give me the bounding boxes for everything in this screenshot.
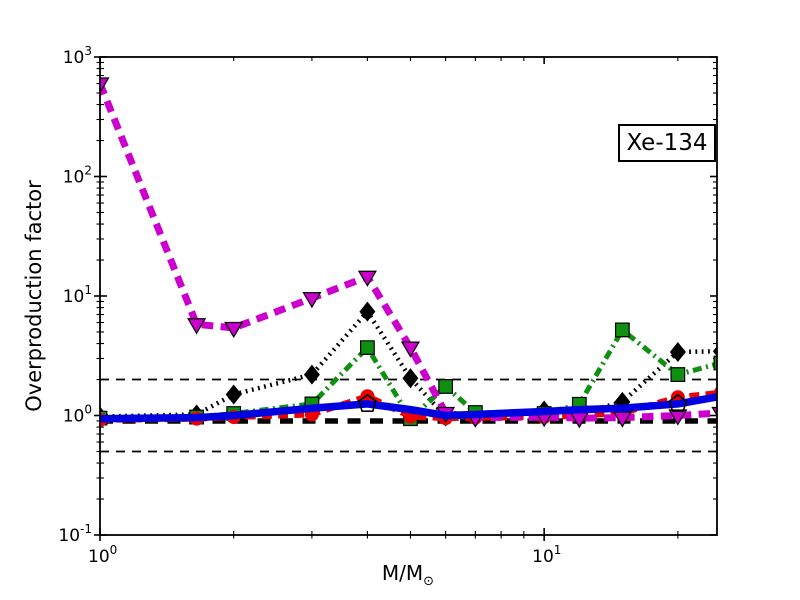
marker-triangle-down	[357, 270, 377, 287]
marker-triangle-down	[302, 292, 322, 309]
marker-diamond	[669, 341, 686, 362]
series-line-blue-solid-pentagons	[100, 393, 717, 423]
marker-triangle-down	[400, 341, 420, 358]
sun-symbol: ⊙	[423, 574, 435, 589]
y-axis-label: Overproduction factor	[22, 180, 46, 412]
y-tick-label: 100	[63, 403, 92, 427]
marker-diamond	[303, 364, 320, 385]
marker-square	[360, 340, 375, 355]
marker-triangle-down	[668, 409, 688, 426]
x-tick-label: 100	[88, 543, 117, 567]
marker-diamond	[225, 384, 242, 405]
plot-frame	[99, 56, 718, 536]
marker-pentagon-open	[357, 393, 377, 413]
marker-triangle-down	[224, 321, 244, 339]
y-tick-label: 101	[63, 283, 92, 307]
x-tick-label: 101	[532, 543, 561, 567]
marker-diamond	[712, 346, 717, 357]
marker-square	[670, 367, 686, 382]
isotope-label: Xe-134	[626, 130, 708, 156]
x-axis-label: M/M⊙	[382, 561, 434, 589]
marker-pentagon-open	[668, 393, 688, 413]
marker-diamond	[402, 368, 419, 389]
y-tick-label: 10-1	[58, 522, 92, 546]
marker-triangle-down	[100, 77, 110, 94]
marker-circle	[360, 389, 375, 404]
marker-square	[614, 322, 630, 338]
x-axis-label-main: M/M	[381, 561, 424, 585]
marker-triangle-down	[187, 318, 207, 335]
marker-square	[438, 379, 454, 394]
y-tick-label: 103	[63, 44, 92, 68]
marker-diamond	[359, 301, 376, 322]
marker-triangle-down	[612, 411, 632, 428]
isotope-label-box: Xe-134	[618, 124, 716, 162]
y-tick-label: 102	[63, 164, 92, 188]
